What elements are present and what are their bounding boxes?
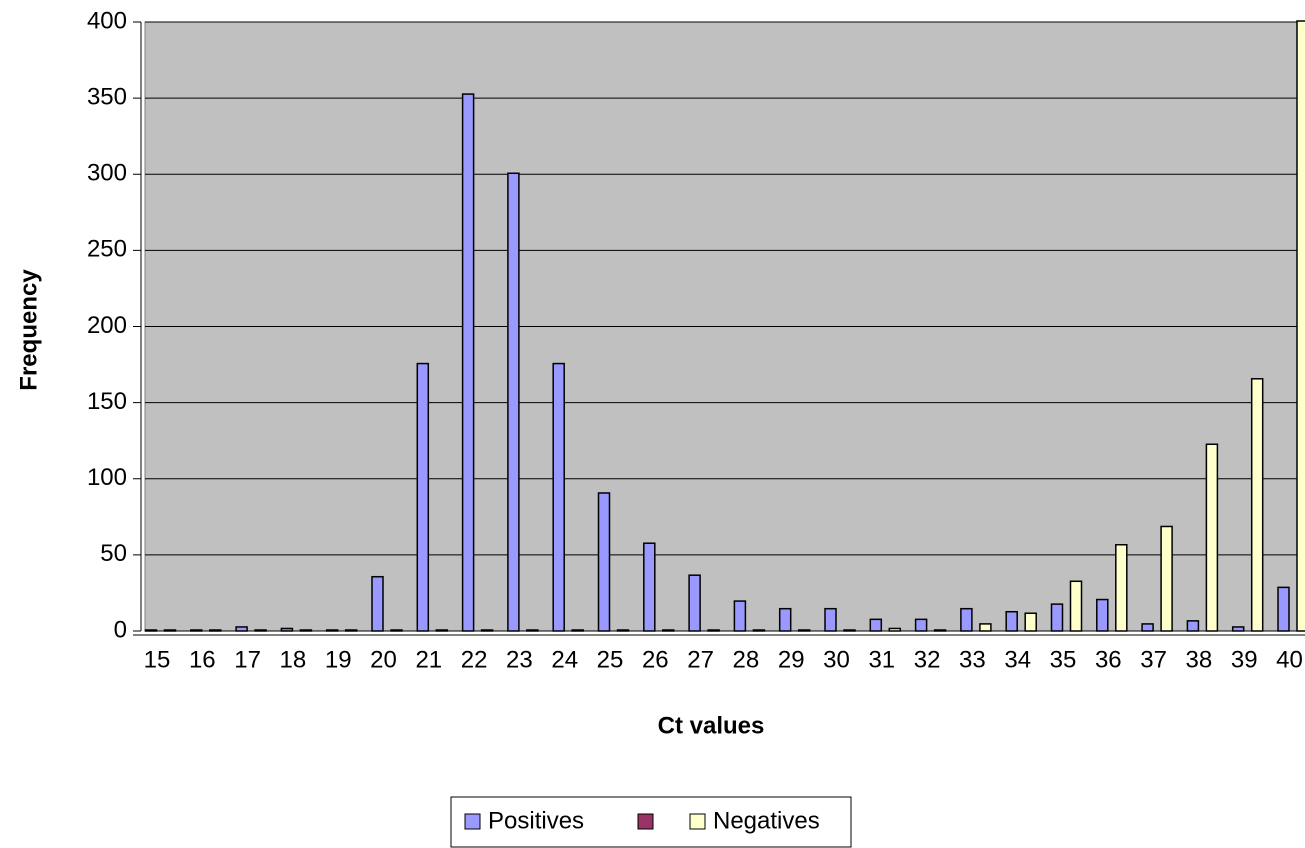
bar (643, 542, 656, 632)
bar (960, 607, 973, 632)
bar (824, 607, 837, 632)
y-tick-label: 350 (87, 83, 127, 110)
bar (616, 629, 630, 632)
x-tick-label: 20 (370, 646, 397, 673)
legend-label: Negatives (713, 807, 820, 834)
bar (778, 607, 792, 632)
bar (1250, 378, 1264, 632)
y-tick-label: 150 (87, 388, 127, 415)
bar (480, 629, 494, 632)
bar (571, 629, 584, 632)
bar (1024, 612, 1037, 632)
x-tick-label: 32 (914, 646, 941, 673)
legend-swatch (464, 813, 481, 830)
x-tick-label: 17 (234, 646, 261, 673)
bar (416, 362, 430, 632)
x-axis-label: Ct values (658, 712, 765, 739)
bar (190, 629, 203, 632)
y-tick-label: 400 (87, 7, 127, 34)
bar (843, 629, 856, 632)
bar (1096, 598, 1109, 632)
x-tick-label: 15 (144, 646, 171, 673)
x-tick-label: 19 (325, 646, 352, 673)
bar (662, 629, 675, 632)
x-tick-label: 39 (1231, 646, 1258, 673)
bar (254, 629, 267, 632)
bar (325, 629, 339, 632)
bar (1069, 580, 1083, 632)
x-tick-label: 40 (1276, 646, 1303, 673)
bar (144, 629, 158, 632)
bar (1050, 603, 1064, 632)
bar (435, 629, 449, 632)
x-tick-label: 29 (778, 646, 805, 673)
x-tick-label: 38 (1186, 646, 1213, 673)
bar (1115, 543, 1128, 632)
bar (344, 629, 358, 632)
x-tick-label: 35 (1050, 646, 1077, 673)
x-tick-label: 23 (506, 646, 533, 673)
x-tick-label: 33 (959, 646, 986, 673)
bar (869, 618, 883, 632)
y-tick-label: 200 (87, 312, 127, 339)
bar (752, 629, 766, 632)
bar (933, 629, 947, 632)
y-tick-label: 300 (87, 160, 127, 187)
y-tick-label: 250 (87, 236, 127, 263)
x-tick-label: 27 (687, 646, 714, 673)
x-tick-label: 36 (1095, 646, 1122, 673)
x-tick-label: 37 (1140, 646, 1167, 673)
bar (1160, 525, 1173, 632)
x-tick-label: 30 (823, 646, 850, 673)
bar (235, 626, 248, 632)
y-tick-label: 0 (114, 616, 127, 643)
x-tick-label: 31 (868, 646, 895, 673)
y-tick-label: 100 (87, 464, 127, 491)
bar (888, 627, 902, 632)
bar (461, 93, 475, 632)
bar (797, 629, 811, 632)
bar (914, 618, 928, 632)
bar (209, 629, 222, 632)
bar (526, 629, 539, 632)
bar (1141, 623, 1154, 632)
bar (390, 629, 403, 632)
bar (1005, 610, 1018, 632)
bar (597, 492, 611, 632)
x-tick-label: 25 (597, 646, 624, 673)
bar (1231, 626, 1245, 632)
x-tick-label: 28 (733, 646, 760, 673)
bar (1205, 443, 1219, 632)
x-tick-label: 21 (415, 646, 442, 673)
bar (280, 627, 294, 632)
bar (979, 623, 992, 632)
bar (688, 574, 701, 632)
bar (1277, 586, 1290, 632)
bar (163, 629, 177, 632)
bar (552, 362, 565, 632)
bar (1296, 20, 1305, 632)
bar (1186, 620, 1200, 632)
x-tick-label: 22 (461, 646, 488, 673)
x-tick-label: 24 (551, 646, 578, 673)
bar (371, 575, 384, 632)
legend-swatch (689, 813, 706, 830)
bar (507, 172, 520, 632)
bar (733, 600, 747, 632)
x-tick-label: 26 (642, 646, 669, 673)
y-axis-label: Frequency (15, 269, 42, 391)
bar (299, 629, 313, 632)
y-tick-label: 50 (100, 540, 127, 567)
x-tick-label: 34 (1004, 646, 1031, 673)
bar (707, 629, 720, 632)
legend-label: Positives (488, 807, 584, 834)
legend-swatch (637, 813, 654, 830)
x-tick-label: 16 (189, 646, 216, 673)
x-tick-label: 18 (280, 646, 307, 673)
